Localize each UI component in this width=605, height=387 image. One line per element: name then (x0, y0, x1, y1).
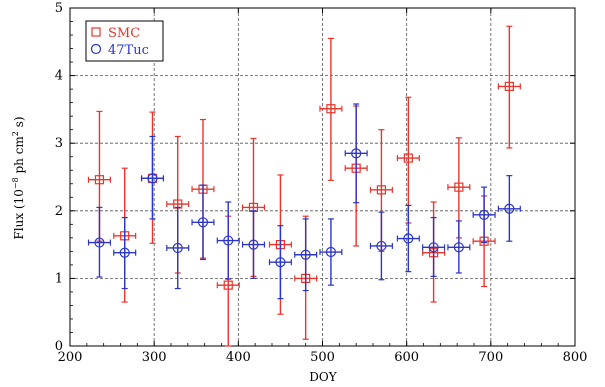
data-point (294, 218, 318, 292)
data-point (396, 96, 420, 224)
y-axis-label-exponent-2: 2 (11, 131, 20, 136)
circle-marker (453, 242, 464, 253)
square-marker (326, 104, 336, 114)
y-tick-label: 4 (55, 69, 63, 84)
x-tick-label: 800 (563, 350, 588, 365)
data-point (344, 103, 368, 204)
y-axis-label-suffix: s) (12, 116, 26, 131)
data-point (447, 220, 471, 274)
grid (70, 8, 575, 346)
legend: SMC 47Tuc (85, 20, 164, 62)
circle-marker (223, 235, 234, 246)
circle-marker (147, 173, 158, 184)
x-tick-label: 500 (310, 350, 335, 365)
y-tick-label: 2 (55, 204, 63, 219)
data-point (396, 204, 420, 273)
y-tick-label: 5 (55, 1, 63, 16)
data-point (140, 135, 165, 220)
y-axis-label-middle: ph cm (12, 136, 26, 178)
data-point (216, 201, 240, 280)
circle-marker (428, 242, 439, 253)
x-axis-label: DOY (309, 370, 337, 384)
circle-marker (275, 257, 286, 268)
x-tick-label: 600 (394, 350, 419, 365)
data-point (268, 225, 292, 300)
axes (69, 7, 576, 347)
circle-marker (403, 233, 414, 244)
data-point (87, 206, 112, 278)
y-tick-label: 1 (55, 271, 63, 286)
data-point (319, 218, 343, 286)
data-point (191, 184, 215, 261)
legend-square-marker (91, 27, 101, 37)
y-tick-label: 0 (55, 339, 63, 354)
data-point (113, 216, 137, 290)
legend-label-smc: SMC (108, 26, 140, 41)
circle-marker (504, 203, 515, 214)
circle-marker (172, 242, 183, 254)
legend-circle-marker (90, 43, 102, 55)
data-point (241, 210, 266, 279)
tick-labels: 200 300 400 500 600 700 800 0 1 2 3 4 5 (55, 1, 588, 365)
y-axis-label-prefix: Flux (10 (12, 189, 26, 239)
y-axis-label: Flux (10−8 ph cm2 s) (11, 116, 26, 239)
data-point (166, 206, 190, 290)
square-marker (403, 153, 413, 163)
x-tick-label: 700 (478, 350, 503, 365)
circle-marker (119, 247, 130, 258)
series-47tuc (87, 103, 521, 300)
series-smc (87, 25, 521, 347)
circle-marker (351, 148, 362, 159)
x-tick-label: 200 (58, 350, 83, 365)
circle-marker (94, 237, 105, 248)
data-point (369, 211, 393, 281)
y-tick-label: 3 (55, 136, 63, 151)
data-series (87, 25, 521, 347)
data-point (422, 216, 446, 277)
y-axis-label-exponent: −8 (11, 177, 20, 189)
x-tick-label: 300 (142, 350, 167, 365)
square-marker (376, 185, 387, 195)
circle-marker (376, 240, 387, 252)
data-point (497, 25, 521, 149)
legend-label-47tuc: 47Tuc (108, 43, 149, 58)
data-point (472, 186, 496, 244)
square-marker (94, 175, 105, 185)
circle-marker (479, 209, 490, 220)
circle-marker (248, 239, 259, 250)
square-marker (454, 182, 464, 192)
data-point (497, 175, 521, 242)
square-marker (504, 81, 514, 92)
circle-marker (197, 217, 209, 228)
x-tick-label: 400 (226, 350, 251, 365)
square-marker (223, 280, 233, 290)
data-point (319, 37, 343, 181)
circle-marker (325, 246, 337, 258)
circle-marker (300, 249, 311, 260)
